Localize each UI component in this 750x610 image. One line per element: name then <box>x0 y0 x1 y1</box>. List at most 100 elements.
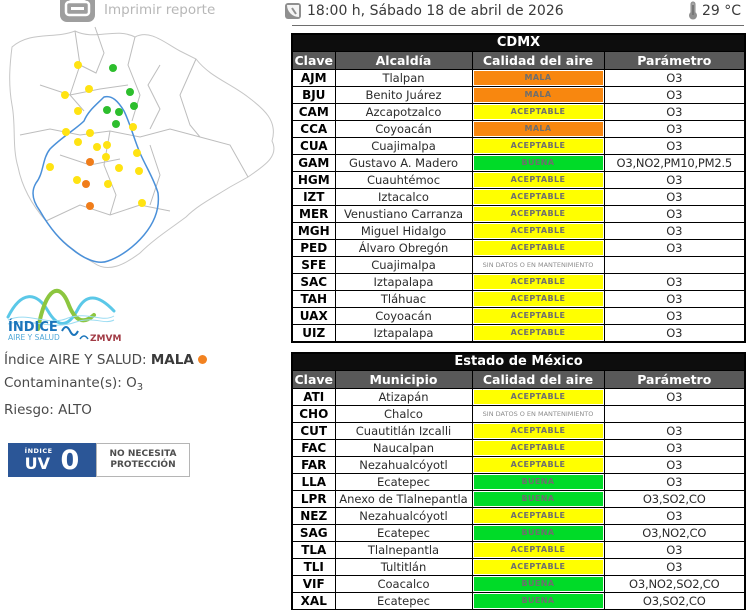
station-dot-mala <box>86 158 94 166</box>
station-code-cell: UIZ <box>291 323 336 342</box>
air-quality-cell: BUENA <box>471 591 605 610</box>
station-name-cell: Azcapotzalco <box>334 102 473 121</box>
parameter-cell: O3,SO2,CO <box>603 489 746 508</box>
station-name-cell: Iztapalapa <box>334 272 473 291</box>
monitoring-stations-map[interactable] <box>0 25 285 287</box>
uv-protection-message: NO NECESITA PROTECCIÓN <box>96 443 190 477</box>
parameter-cell: O3 <box>603 438 746 457</box>
table-row: SAG Ecatepec BUENA O3,NO2,CO <box>291 523 746 542</box>
table-row: LLA Ecatepec BUENA O3 <box>291 472 746 491</box>
table-title: Estado de México <box>291 352 746 371</box>
parameter-cell: O3 <box>603 455 746 474</box>
table-row: XAL Ecatepec BUENA O3,SO2,CO <box>291 591 746 610</box>
station-dot-aceptable <box>138 199 146 207</box>
print-button-label[interactable]: Imprimir reporte <box>104 2 216 18</box>
station-code-cell: LLA <box>291 472 336 491</box>
air-quality-cell: SIN DATOS O EN MANTENIMIENTO <box>471 255 605 274</box>
air-quality-cell: ACEPTABLE <box>471 170 605 189</box>
station-code-cell: CHO <box>291 404 336 423</box>
air-quality-chip: ACEPTABLE <box>473 189 603 204</box>
air-quality-cell: ACEPTABLE <box>471 136 605 155</box>
region-boundaries <box>9 30 275 268</box>
parameter-cell: O3 <box>603 472 746 491</box>
parameter-cell: O3,NO2,PM10,PM2.5 <box>603 153 746 172</box>
air-quality-cell: ACEPTABLE <box>471 289 605 308</box>
air-quality-cell: ACEPTABLE <box>471 387 605 406</box>
col-alcaldia: Alcaldía <box>334 50 473 70</box>
parameter-cell: O3 <box>603 136 746 155</box>
station-code-cell: CCA <box>291 119 336 138</box>
col-clave: Clave <box>291 369 336 389</box>
contaminant-line: Contaminante(s): O3 <box>4 372 207 399</box>
station-name-cell: Tlalpan <box>334 68 473 87</box>
air-quality-chip: ACEPTABLE <box>473 325 603 340</box>
parameter-cell: O3 <box>603 221 746 240</box>
index-label: Índice AIRE Y SALUD: <box>4 352 147 368</box>
station-code-cell: SAC <box>291 272 336 291</box>
station-code-cell: XAL <box>291 591 336 610</box>
parameter-cell: O3 <box>603 119 746 138</box>
risk-label: Riesgo: <box>4 402 54 418</box>
station-name-cell: Tlalnepantla <box>334 540 473 559</box>
station-name-cell: Cuautitlán Izcalli <box>334 421 473 440</box>
parameter-cell: O3 <box>603 421 746 440</box>
parameter-cell: O3 <box>603 204 746 223</box>
station-name-cell: Coyoacán <box>334 119 473 138</box>
station-name-cell: Nezahualcóyotl <box>334 455 473 474</box>
station-code-cell: MGH <box>291 221 336 240</box>
table-row: UIZ Iztapalapa ACEPTABLE O3 <box>291 323 746 342</box>
logo-org: ZMVM <box>90 334 121 343</box>
station-dot-aceptable <box>93 143 101 151</box>
air-quality-cell: ACEPTABLE <box>471 540 605 559</box>
parameter-cell: O3 <box>603 170 746 189</box>
parameter-cell: O3 <box>603 387 746 406</box>
table-row: FAC Naucalpan ACEPTABLE O3 <box>291 438 746 457</box>
col-municipio: Municipio <box>334 369 473 389</box>
logo-subtitle: AIRE Y SALUD <box>8 333 60 342</box>
air-quality-chip: ACEPTABLE <box>473 423 603 438</box>
air-quality-cell: ACEPTABLE <box>471 102 605 121</box>
cdmx-table: CDMX Clave Alcaldía Calidad del aire Par… <box>291 33 747 343</box>
table-row: IZT Iztacalco ACEPTABLE O3 <box>291 187 746 206</box>
uv-index-badge: ÍNDICE UV 0 NO NECESITA PROTECCIÓN <box>8 443 190 477</box>
station-name-cell: Ecatepec <box>334 591 473 610</box>
station-name-cell: Naucalpan <box>334 438 473 457</box>
air-quality-cell: ACEPTABLE <box>471 438 605 457</box>
table-row: GAM Gustavo A. Madero BUENA O3,NO2,PM10,PM2… <box>291 153 746 172</box>
station-code-cell: IZT <box>291 187 336 206</box>
station-code-cell: HGM <box>291 170 336 189</box>
table-title: CDMX <box>291 33 746 52</box>
table-row: CUA Cuajimalpa ACEPTABLE O3 <box>291 136 746 155</box>
print-button[interactable] <box>60 0 95 22</box>
air-quality-cell: MALA <box>471 85 605 104</box>
table-row: CUT Cuautitlán Izcalli ACEPTABLE O3 <box>291 421 746 440</box>
station-code-cell: UAX <box>291 306 336 325</box>
air-quality-cell: ACEPTABLE <box>471 506 605 525</box>
station-dot-buena <box>115 108 123 116</box>
air-quality-chip: MALA <box>473 70 603 85</box>
air-quality-cell: SIN DATOS O EN MANTENIMIENTO <box>471 404 605 423</box>
station-name-cell: Miguel Hidalgo <box>334 221 473 240</box>
station-dot-aceptable <box>74 107 82 115</box>
air-quality-cell: ACEPTABLE <box>471 306 605 325</box>
air-quality-chip: BUENA <box>473 155 603 170</box>
table-row: MGH Miguel Hidalgo ACEPTABLE O3 <box>291 221 746 240</box>
air-quality-chip: ACEPTABLE <box>473 206 603 221</box>
air-quality-cell: ACEPTABLE <box>471 204 605 223</box>
parameter-cell: O3 <box>603 238 746 257</box>
station-code-cell: SFE <box>291 255 336 274</box>
station-dot-buena <box>130 102 138 110</box>
station-dot-aceptable <box>86 129 94 137</box>
col-parametro: Parámetro <box>603 369 746 389</box>
station-code-cell: FAR <box>291 455 336 474</box>
parameter-cell <box>603 404 746 423</box>
station-name-cell: Benito Juárez <box>334 85 473 104</box>
parameter-cell: O3 <box>603 85 746 104</box>
contaminant-value: O <box>126 375 137 391</box>
table-row: NEZ Nezahualcóyotl ACEPTABLE O3 <box>291 506 746 525</box>
station-dot-aceptable <box>62 128 70 136</box>
air-quality-cell: BUENA <box>471 489 605 508</box>
air-quality-cell: MALA <box>471 68 605 87</box>
station-dots <box>46 61 146 210</box>
